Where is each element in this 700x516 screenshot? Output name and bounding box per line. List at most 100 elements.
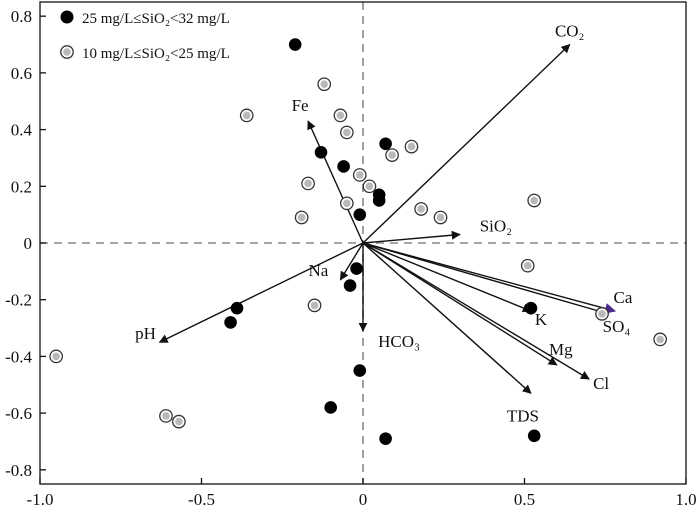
sample-point-low-sio2: [362, 179, 377, 194]
sample-point-high-sio2: [314, 145, 328, 159]
loading-arrow-sio₂: [362, 230, 461, 244]
loading-label-k: K: [535, 310, 548, 329]
x-tick-label: 0.5: [514, 490, 535, 509]
loading-arrow-cl: [362, 242, 590, 380]
y-tick-label: -0.8: [5, 461, 32, 480]
y-tick-label: -0.2: [5, 291, 32, 310]
loading-arrow-na: [339, 242, 364, 281]
sample-point-high-sio2: [527, 429, 541, 443]
sample-point-low-sio2: [595, 307, 609, 321]
sample-point-high-sio2: [343, 279, 357, 292]
sample-point-high-sio2: [224, 316, 237, 329]
sample-point-core: [310, 301, 319, 310]
sample-point-core: [407, 142, 416, 151]
sample-point-core: [242, 111, 251, 120]
sample-point-low-sio2: [172, 414, 186, 429]
y-tick-label: 0.8: [11, 7, 32, 26]
legend-label-low-sio2: 10 mg/L≤SiO₂<25 mg/L: [82, 46, 230, 62]
x-tick-label: -0.5: [188, 490, 215, 509]
x-tick-label: 1.0: [675, 490, 696, 509]
sample-point-low-sio2: [653, 332, 668, 347]
sample-point-low-sio2: [414, 202, 428, 216]
sample-point-high-sio2: [372, 194, 386, 207]
legend-marker-high-sio2: [60, 10, 74, 24]
loading-label-so₄: SO₄: [603, 317, 631, 336]
y-tick-label: -0.6: [5, 404, 32, 423]
sample-point-high-sio2: [379, 137, 392, 151]
sample-point-low-sio2: [317, 77, 332, 92]
sample-point-low-sio2: [527, 193, 542, 208]
loading-arrow-mg: [362, 242, 558, 366]
legend: 25 mg/L≤SiO₂<32 mg/L 10 mg/L≤SiO₂<25 mg/…: [60, 10, 230, 62]
sample-point-core: [598, 310, 606, 318]
sample-point-high-sio2: [353, 208, 367, 221]
loading-label-ph: pH: [135, 324, 156, 343]
sample-point-core: [175, 417, 183, 426]
axis-ticks: -1.0 -0.5 0 0.5 1.0 -0.8 -0.6 -0.4 -0.2 0 0.2 0.4 0.…: [5, 7, 697, 509]
y-tick-label: 0: [24, 234, 33, 253]
sample-point-low-sio2: [339, 125, 354, 140]
sample-point-core: [297, 213, 306, 222]
sample-point-core: [304, 179, 312, 188]
loading-label-tds: TDS: [507, 406, 539, 425]
loading-label-sio₂: SiO₂: [480, 216, 512, 235]
legend-label-high-sio2: 25 mg/L≤SiO₂<32 mg/L: [82, 11, 230, 27]
loading-arrows: CO₂ Fe SiO₂ Na HCO₃ pH Ca K SO₄ Mg Cl TDS: [135, 22, 633, 426]
sample-point-low-sio2: [404, 139, 419, 154]
y-tick-label: 0.6: [11, 64, 32, 83]
loading-label-co₂: CO₂: [555, 22, 585, 41]
sample-point-core: [343, 128, 351, 137]
x-tick-label: 0: [359, 490, 368, 509]
sample-point-core: [417, 205, 425, 213]
loading-label-mg: Mg: [549, 340, 573, 359]
loading-label-cl: Cl: [593, 374, 609, 393]
sample-point-core: [365, 182, 374, 191]
sample-point-high-sio2: [353, 364, 367, 377]
y-tick-label: -0.4: [5, 347, 32, 366]
sample-point-core: [388, 151, 396, 159]
sample-point-low-sio2: [385, 148, 399, 162]
sample-point-low-sio2: [159, 409, 173, 423]
sample-point-high-sio2: [524, 301, 538, 315]
loading-arrow-tds: [362, 242, 532, 394]
sample-point-core: [343, 199, 351, 208]
sample-point-high-sio2: [288, 38, 302, 51]
loading-label-hco₃: HCO₃: [378, 332, 420, 351]
loading-arrow-so₄: [362, 242, 610, 316]
loading-arrow-k: [362, 242, 532, 313]
sample-point-core: [656, 335, 664, 344]
loading-arrow-fe: [307, 120, 364, 244]
sample-points: [49, 38, 668, 445]
sample-point-high-sio2: [379, 432, 392, 445]
sample-point-low-sio2: [301, 176, 315, 191]
loading-arrow-ph: [158, 242, 364, 343]
sample-point-core: [436, 213, 445, 222]
loading-arrow-ca: [362, 242, 617, 314]
legend-marker-low-sio2-core: [63, 48, 71, 56]
sample-point-core: [162, 412, 170, 420]
sample-point-high-sio2: [337, 160, 350, 173]
sample-point-low-sio2: [433, 210, 448, 225]
sample-point-low-sio2: [333, 108, 348, 123]
loading-label-fe: Fe: [292, 96, 309, 115]
sample-point-low-sio2: [49, 349, 64, 364]
sample-point-high-sio2: [230, 301, 244, 315]
sample-point-core: [320, 80, 329, 89]
sample-point-core: [523, 261, 532, 270]
loading-arrow-co₂: [362, 43, 571, 244]
sample-point-high-sio2: [324, 401, 338, 414]
sample-point-low-sio2: [352, 168, 367, 182]
sample-point-low-sio2: [239, 108, 254, 123]
sample-point-core: [355, 171, 364, 179]
loading-label-na: Na: [308, 261, 328, 280]
loading-label-ca: Ca: [613, 288, 632, 307]
sample-point-low-sio2: [339, 196, 354, 211]
sample-point-low-sio2: [520, 258, 535, 273]
x-tick-label: -1.0: [27, 490, 54, 509]
sample-point-core: [336, 111, 345, 120]
sample-point-high-sio2: [350, 262, 363, 275]
y-tick-label: 0.2: [11, 177, 32, 196]
y-tick-label: 0.4: [11, 121, 33, 140]
sample-point-low-sio2: [307, 298, 322, 313]
